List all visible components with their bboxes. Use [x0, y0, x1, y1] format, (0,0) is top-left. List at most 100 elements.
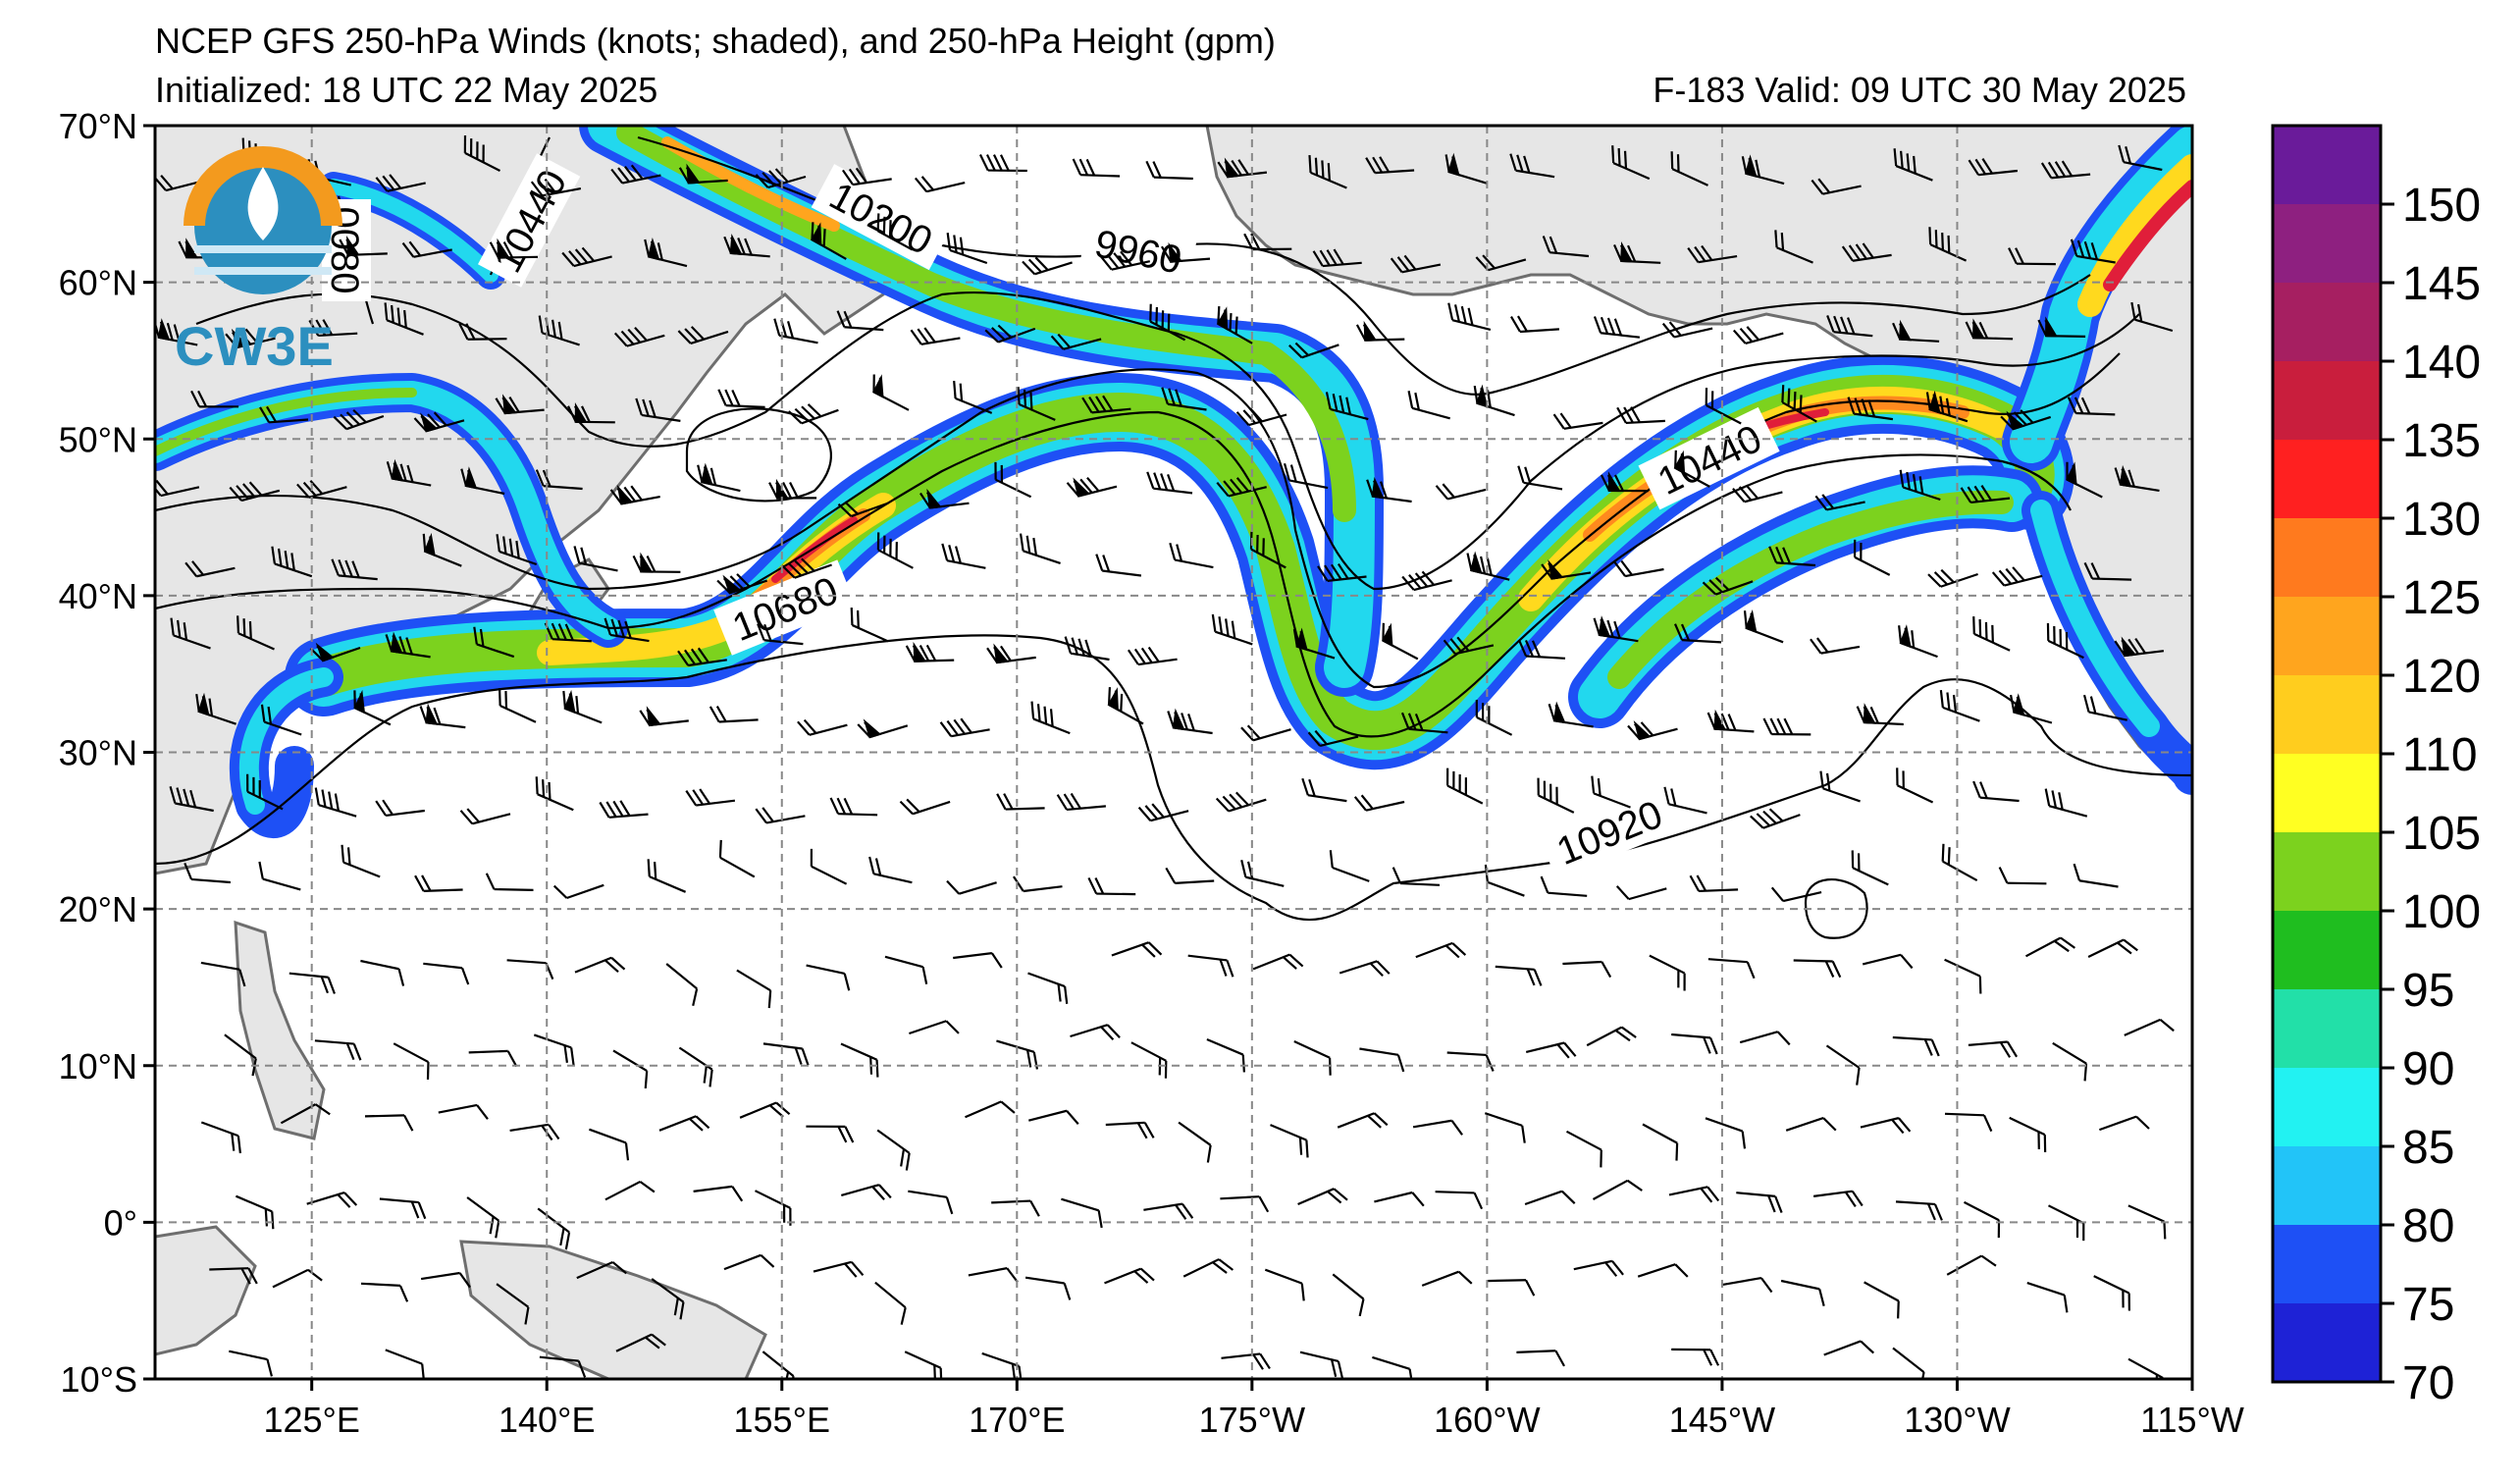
wind-barb [1814, 494, 1865, 511]
wind-barb [1066, 476, 1118, 498]
wind-barb [460, 466, 505, 496]
wind-barb [360, 959, 405, 986]
wind-barb [1143, 1202, 1194, 1220]
wind-barb [868, 856, 913, 884]
wind-barb [1161, 387, 1207, 411]
wind-barb [1762, 717, 1811, 736]
wind-barb [810, 848, 848, 885]
colorbar-tick-label: 80 [2402, 1200, 2454, 1252]
wind-barb [1668, 1186, 1720, 1203]
wind-barb [905, 641, 955, 662]
colorbar-tick-label: 110 [2402, 729, 2478, 781]
wind-barb [280, 1103, 331, 1125]
y-tick-label: 70°N [59, 106, 137, 146]
wind-barb [1337, 1112, 1389, 1129]
wind-barb [169, 785, 214, 813]
wind-barb [1892, 1347, 1925, 1379]
wind-barb [200, 1121, 241, 1154]
wind-barb [1548, 701, 1594, 728]
wind-barb [910, 327, 961, 345]
wind-barb [1401, 570, 1452, 592]
colorbar: 150 145 140 135 130 125 120 110 105 100 95 90 85 80 75… [2271, 124, 2481, 1409]
wind-barb [829, 797, 878, 817]
wind-barb [1928, 227, 1968, 262]
wind-barb [1072, 158, 1121, 178]
y-tick-label: 40°N [59, 576, 137, 616]
wind-barb [1288, 342, 1339, 359]
colorbar-tick-label: 125 [2402, 572, 2481, 624]
colorbar-tick-label: 145 [2402, 258, 2481, 310]
wind-barb [755, 807, 806, 824]
wind-barb [1421, 1270, 1473, 1287]
wind-barb [1524, 1190, 1576, 1206]
wind-barb [1663, 786, 1707, 815]
colorbar-swatch [2273, 832, 2381, 912]
wind-barb [914, 176, 966, 193]
wind-barb [1774, 230, 1813, 264]
wind-barb [170, 617, 211, 650]
land-borneo-sulawesi [155, 1225, 257, 1356]
wind-barb [1466, 551, 1510, 581]
wind-barb [1707, 958, 1756, 980]
wind-barb [723, 1253, 775, 1271]
wind-barb [496, 534, 538, 566]
wind-barb [1050, 333, 1102, 350]
colorbar-tick-label: 85 [2402, 1122, 2454, 1174]
wind-barb [639, 706, 689, 727]
wind-barb [939, 717, 990, 738]
wind-barb [1702, 576, 1754, 596]
x-tick-label: 170°E [969, 1400, 1065, 1440]
wind-barb [978, 154, 1027, 173]
wind-barb [1637, 1263, 1689, 1278]
wind-barb [1591, 775, 1631, 809]
wind-barb [1616, 406, 1665, 425]
y-tick-label: 60°N [59, 263, 137, 303]
wind-barb [1552, 412, 1603, 430]
wind-barb [1972, 616, 2011, 652]
wind-barb [567, 401, 615, 424]
wind-barb [1220, 1195, 1270, 1213]
colorbar-swatch [2273, 1303, 2381, 1383]
y-tick-label: 0° [104, 1202, 137, 1243]
wind-barb [1292, 627, 1336, 660]
wind-barb [1860, 1117, 1912, 1135]
x-tick-label: 175°W [1199, 1400, 1305, 1440]
wind-barb [941, 543, 986, 569]
colorbar-tick-label: 135 [2402, 415, 2481, 467]
wind-barb [272, 1268, 323, 1289]
wind-barb [2093, 1275, 2130, 1311]
wind-barb [1081, 395, 1131, 414]
wind-barb [781, 557, 832, 579]
colorbar-swatch [2273, 1225, 2381, 1304]
wind-barb [1811, 178, 1862, 195]
wind-barb [1565, 1130, 1602, 1168]
wind-barb [385, 631, 431, 659]
wind-barb [296, 480, 347, 499]
wind-barb [1946, 1254, 1997, 1276]
wind-barb [788, 403, 839, 425]
wind-barb [1240, 860, 1285, 887]
wind-barb [2040, 160, 2091, 180]
wind-barb [190, 390, 239, 408]
wind-barb [1028, 1109, 1079, 1125]
wind-barb [1359, 1047, 1405, 1073]
wind-barb [2024, 936, 2076, 958]
wind-barb [1826, 315, 1873, 338]
wind-barb [632, 552, 681, 573]
wind-barb [463, 134, 500, 172]
wind-barb [1851, 850, 1889, 886]
wind-barb [1366, 476, 1412, 503]
wind-barb [2044, 788, 2088, 818]
arctic-jet [579, 126, 1384, 697]
wind-barb [1206, 1037, 1245, 1073]
colorbar-swatch [2273, 126, 2381, 205]
colorbar-swatch [2273, 597, 2381, 676]
wind-barb [609, 484, 660, 505]
wind-barb [1329, 850, 1370, 882]
wind-barb [1365, 156, 1415, 175]
contour-low-20n [1804, 878, 1868, 939]
wind-barb [414, 874, 463, 892]
wind-barb [573, 546, 618, 572]
wind-barb [379, 1197, 427, 1220]
wind-barb [841, 1184, 892, 1201]
